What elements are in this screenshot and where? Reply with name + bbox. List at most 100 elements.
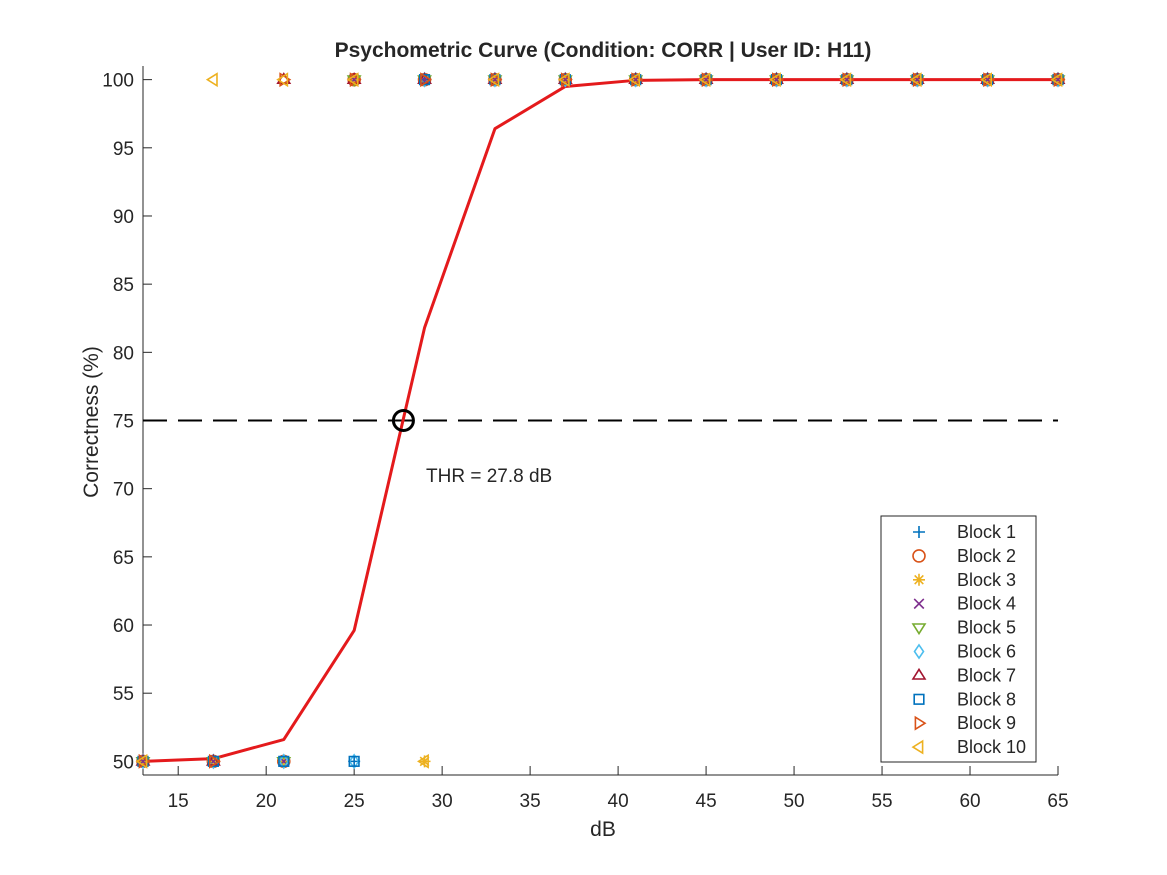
- annotation-layer: THR = 27.8 dB: [391, 409, 552, 487]
- data-point: [983, 72, 996, 88]
- marker-triangle-right: [842, 72, 855, 88]
- legend-label: Block 3: [957, 570, 1016, 590]
- data-point: [772, 72, 784, 88]
- legend-marker: [914, 715, 927, 731]
- marker-triangle-right: [349, 72, 362, 88]
- x-tick-label: 25: [344, 791, 365, 812]
- fit-curve-layer: [142, 78, 1058, 763]
- threshold-label: THR = 27.8 dB: [426, 466, 552, 487]
- x-axis-label: dB: [590, 818, 616, 841]
- marker-triangle-left: [628, 72, 641, 88]
- data-markers-layer: [135, 71, 1066, 770]
- x-tick-label: 45: [696, 791, 717, 812]
- marker-diamond: [913, 643, 925, 660]
- threshold-point-marker: [391, 409, 415, 432]
- x-tick-label: 30: [432, 791, 453, 812]
- marker-triangle-left: [698, 72, 711, 88]
- marker-asterisk: [418, 755, 431, 768]
- legend-entry: Block 9: [914, 713, 1016, 733]
- data-point: [417, 753, 429, 769]
- data-point: [348, 755, 360, 767]
- marker-triangle-right: [701, 72, 714, 88]
- y-tick-label: 100: [102, 71, 134, 92]
- marker-triangle-right: [914, 715, 927, 731]
- legend-entry: Block 6: [913, 642, 1016, 662]
- legend-marker: [913, 643, 925, 660]
- legend-label: Block 7: [957, 665, 1016, 685]
- marker-triangle-right: [138, 753, 151, 769]
- data-point: [418, 755, 431, 768]
- data-point: [628, 72, 641, 88]
- data-point: [701, 72, 714, 88]
- legend-label: Block 2: [957, 546, 1016, 566]
- data-point: [698, 72, 711, 88]
- data-point: [557, 72, 570, 88]
- series-markers-9: [138, 72, 1066, 769]
- marker-triangle-left: [980, 72, 993, 88]
- data-point: [1050, 72, 1063, 88]
- legend-label: Block 6: [957, 642, 1016, 662]
- y-tick-label: 95: [113, 139, 134, 160]
- marker-square: [278, 755, 290, 767]
- legend-label: Block 10: [957, 737, 1026, 757]
- legend-entry: Block 8: [913, 689, 1016, 709]
- legend-marker: [912, 549, 926, 563]
- x-tick-label: 65: [1047, 791, 1068, 812]
- data-point: [912, 72, 925, 88]
- data-point: [487, 72, 500, 88]
- marker-triangle-right: [560, 72, 573, 88]
- legend: Block 1 Block 2 Block 3 Block 4 Block 5 Block…: [880, 515, 1037, 763]
- x-tick-label: 40: [608, 791, 629, 812]
- data-point: [278, 753, 290, 770]
- legend-label: Block 4: [957, 594, 1016, 614]
- marker-triangle-left: [205, 72, 218, 88]
- legend-entry: Block 1: [913, 522, 1016, 542]
- marker-circle: [912, 549, 926, 563]
- marker-triangle-left: [839, 72, 852, 88]
- chart-title: Psychometric Curve (Condition: CORR | Us…: [335, 39, 872, 62]
- marker-triangle-left: [557, 72, 570, 88]
- marker-triangle-right: [420, 72, 433, 88]
- data-point: [420, 72, 433, 88]
- legend-marker: [911, 623, 927, 636]
- data-point: [839, 72, 852, 88]
- marker-triangle-left: [487, 72, 500, 88]
- data-point: [208, 753, 221, 769]
- y-tick-label: 60: [113, 616, 134, 637]
- legend-entry: Block 10: [911, 737, 1026, 757]
- y-tick-label: 85: [113, 275, 134, 296]
- marker-triangle-right: [983, 72, 996, 88]
- legend-entry: Block 7: [911, 665, 1016, 685]
- x-tick-label: 55: [871, 791, 892, 812]
- marker-triangle-up: [911, 667, 927, 680]
- marker-triangle-right: [490, 72, 503, 88]
- y-tick-label: 90: [113, 207, 134, 228]
- data-point: [138, 753, 151, 769]
- data-point: [842, 72, 855, 88]
- legend-entry: Block 4: [913, 594, 1016, 614]
- marker-diamond: [278, 753, 290, 770]
- data-point: [276, 72, 289, 88]
- marker-triangle-left: [768, 72, 781, 88]
- marker-square: [913, 693, 925, 705]
- marker-plus: [913, 526, 925, 538]
- legend-entry: Block 2: [912, 546, 1016, 566]
- marker-triangle-left: [276, 72, 289, 88]
- marker-triangle-right: [208, 753, 221, 769]
- y-tick-label: 65: [113, 548, 134, 569]
- x-tick-label: 60: [959, 791, 980, 812]
- data-point: [346, 72, 359, 88]
- data-point: [631, 72, 644, 88]
- marker-triangle-left: [417, 753, 429, 769]
- legend-marker: [913, 598, 925, 610]
- y-tick-label: 55: [113, 684, 134, 705]
- data-point: [980, 72, 993, 88]
- marker-triangle-left: [135, 753, 148, 769]
- data-point: [279, 72, 292, 88]
- marker-asterisk: [913, 573, 925, 586]
- data-point: [490, 72, 503, 88]
- marker-triangle-right: [772, 72, 784, 88]
- legend-label: Block 8: [957, 689, 1016, 709]
- y-axis-label: Correctness (%): [80, 346, 103, 498]
